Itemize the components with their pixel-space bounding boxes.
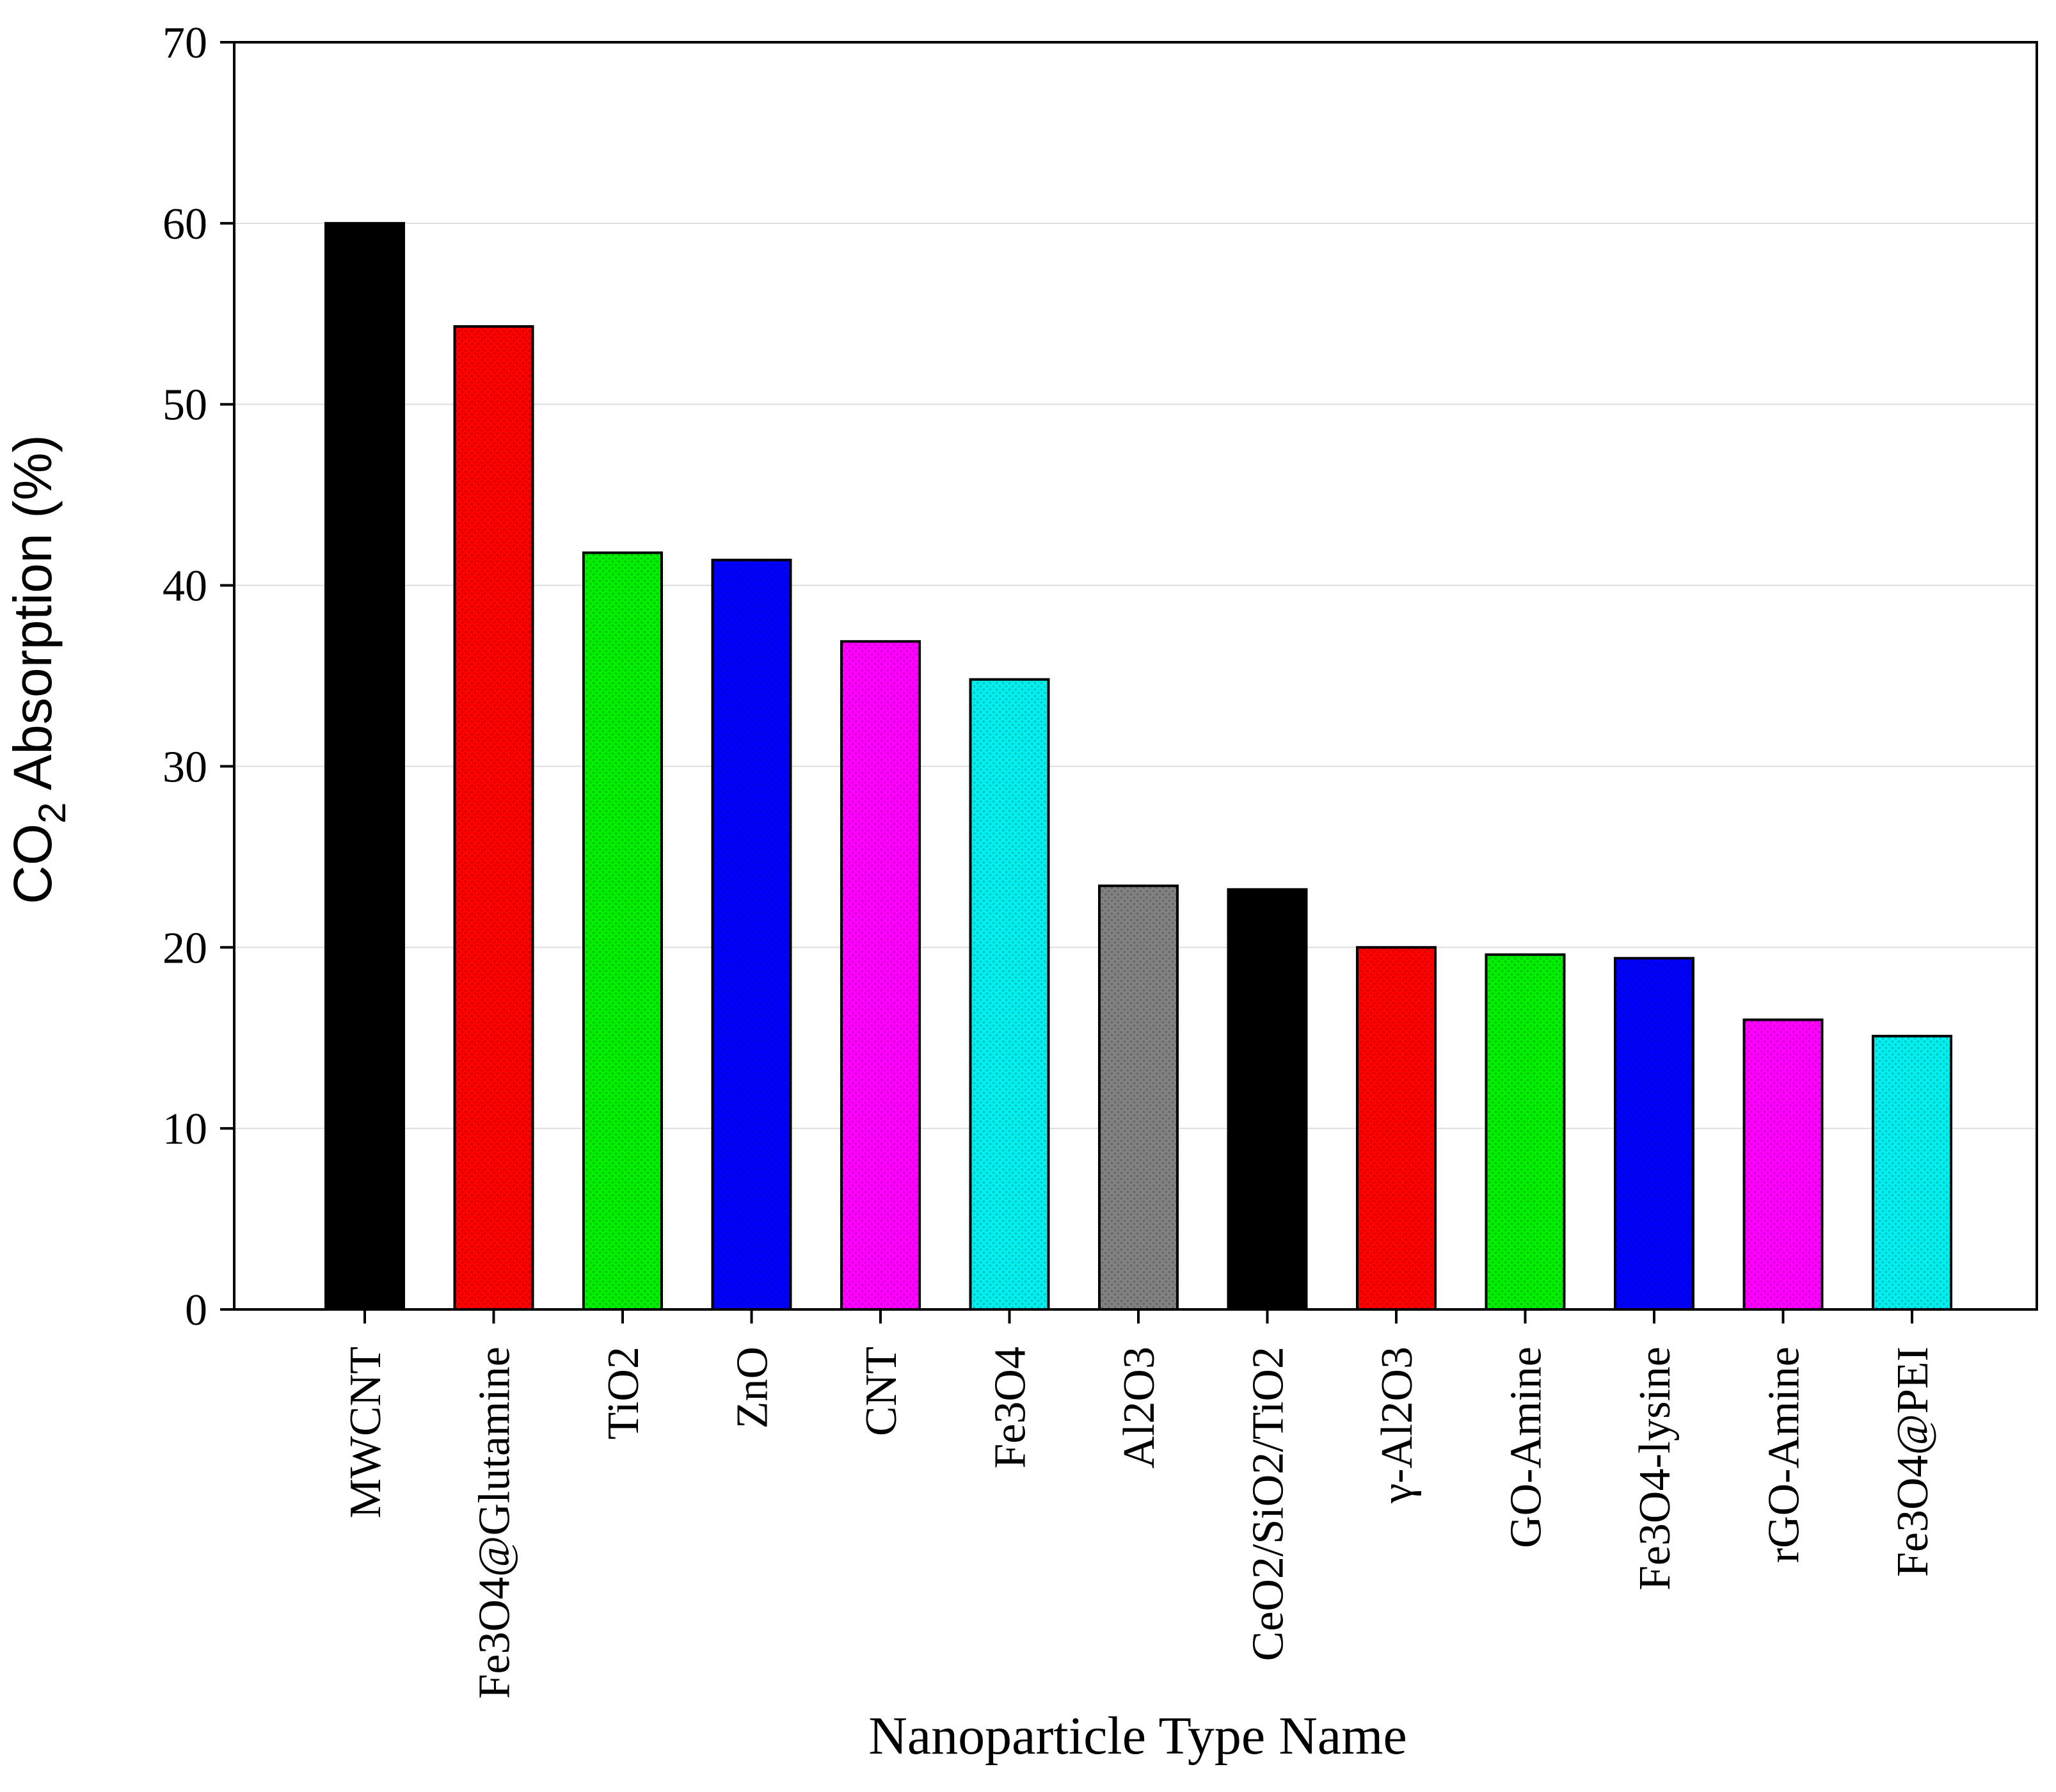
x-tick-label: CNT	[857, 1347, 906, 1436]
y-tick-label: 50	[163, 381, 207, 430]
bar-mwcnt	[324, 221, 405, 1311]
x-tick-label: Fe3O4@Glutamine	[470, 1347, 520, 1699]
x-tick-label: CeO2/SiO2/TiO2	[1244, 1347, 1293, 1661]
y-tick-labels: 0 10 20 30 40 50 60 70	[163, 19, 207, 1335]
x-tick-label: rGO-Amine	[1760, 1347, 1809, 1563]
bar-go-amine	[1485, 953, 1566, 1311]
x-tick-labels: MWCNT Fe3O4@Glutamine TiO2 ZnO CNT Fe3O4 Al2O3…	[341, 1347, 1938, 1699]
bar-fe3o4-glutamine	[453, 325, 534, 1311]
y-tick-label: 20	[163, 924, 207, 973]
bar-fe3o4-lysine	[1614, 957, 1694, 1311]
x-axis-label: Nanoparticle Type Name	[868, 1706, 1407, 1766]
x-tick-label: Fe3O4	[986, 1347, 1035, 1469]
y-tick-label: 60	[163, 200, 207, 249]
y-axis-label-main: CO	[3, 824, 63, 904]
x-tick-label: γ-Al2O3	[1373, 1347, 1422, 1504]
y-axis-label-subscript: 2	[31, 802, 74, 823]
axes	[220, 41, 2038, 1324]
bar-al2o3	[1098, 884, 1179, 1311]
bar-cnt	[840, 640, 921, 1311]
x-tick-label: ZnO	[728, 1347, 777, 1428]
x-tick-label: Fe3O4@PEI	[1888, 1347, 1938, 1577]
bar-ceo2-sio2-tio2	[1227, 888, 1308, 1311]
y-tick-label: 40	[163, 562, 207, 611]
y-axis-label: CO2 Absorption (%)	[3, 435, 74, 904]
y-tick-label: 70	[163, 19, 207, 68]
bar--al2o3	[1356, 946, 1437, 1311]
grid-lines	[234, 222, 2037, 1130]
bars	[324, 221, 1952, 1311]
bar-zno	[711, 558, 792, 1311]
bar-tio2	[582, 551, 663, 1311]
x-tick-label: MWCNT	[341, 1347, 390, 1518]
x-tick-label: GO-Amine	[1502, 1347, 1551, 1548]
x-tick-label: Al2O3	[1115, 1347, 1164, 1469]
bar-fe3o4-pei	[1872, 1034, 1952, 1311]
bar-rgo-amine	[1742, 1018, 1824, 1311]
plot-frame	[233, 41, 2038, 1311]
y-tick-label: 30	[163, 742, 207, 792]
y-tick-label: 10	[163, 1105, 207, 1154]
y-tick-label: 0	[185, 1286, 207, 1335]
bar-fe3o4	[969, 678, 1050, 1311]
x-tick-label: Fe3O4-lysine	[1630, 1347, 1680, 1590]
y-axis-label-rest: Absorption (%)	[3, 435, 63, 802]
x-tick-label: TiO2	[599, 1347, 648, 1439]
